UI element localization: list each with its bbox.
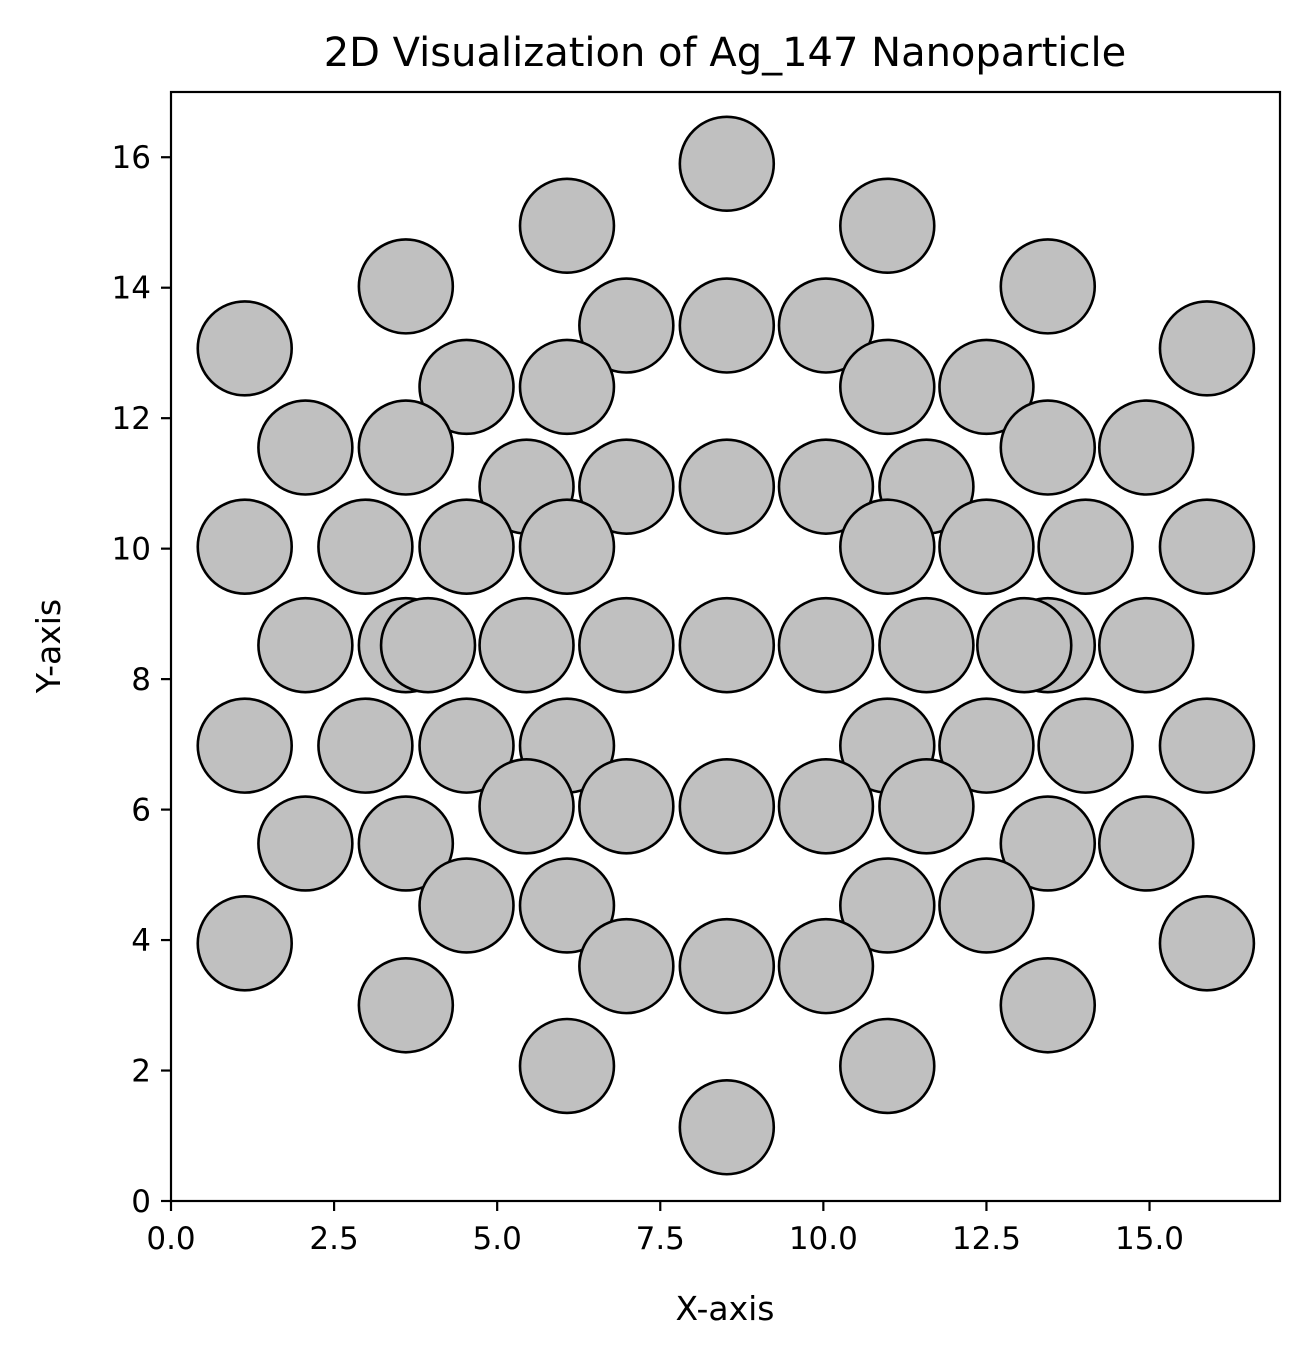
atom-marker	[1158, 697, 1256, 794]
atom-marker	[1158, 498, 1256, 595]
atom-marker	[357, 795, 455, 892]
y-tick-label: 2	[131, 1054, 151, 1090]
atom-marker	[678, 917, 776, 1015]
atom-marker	[938, 857, 1035, 954]
atom-marker	[578, 917, 675, 1015]
atom-marker	[478, 596, 575, 694]
atom-marker	[678, 438, 776, 535]
atom-marker	[1158, 895, 1256, 992]
y-tick-label: 14	[112, 271, 151, 307]
x-axis-label: X-axis	[676, 1289, 775, 1328]
x-axis: 0.0 2.5 5.0 7.5 10.0 12.5 15.0	[146, 1201, 1184, 1257]
atom-marker	[379, 596, 477, 694]
atom-marker	[777, 438, 875, 535]
atom-marker	[839, 857, 936, 954]
y-axis-label: Y-axis	[29, 599, 68, 694]
atom-marker	[999, 238, 1097, 335]
atom-marker	[1158, 300, 1256, 397]
atom-marker	[357, 399, 455, 496]
atom-marker	[196, 300, 293, 397]
atom-marker	[518, 1017, 616, 1115]
atom-marker	[839, 1017, 936, 1115]
atom-marker	[357, 957, 455, 1054]
atom-marker	[257, 795, 354, 892]
y-tick-label: 10	[112, 532, 151, 568]
atom-marker	[196, 498, 293, 595]
atom-marker	[578, 596, 675, 694]
atom-marker	[578, 277, 675, 374]
y-tick-label: 12	[112, 401, 151, 437]
x-tick-label: 5.0	[473, 1221, 522, 1257]
atom-marker	[478, 758, 575, 855]
x-tick-label: 12.5	[952, 1221, 1021, 1257]
atom-marker	[518, 177, 616, 275]
y-tick-label: 8	[131, 662, 151, 698]
atom-marker	[518, 338, 616, 436]
atom-marker	[418, 857, 515, 954]
atom-marker	[317, 498, 414, 595]
atom-marker	[839, 338, 936, 436]
atom-marker	[839, 177, 936, 275]
atom-marker	[1097, 795, 1195, 892]
atom-marker	[999, 399, 1097, 496]
x-tick-label: 2.5	[309, 1221, 358, 1257]
atom-marker	[777, 596, 875, 694]
atom-marker	[938, 338, 1035, 436]
atom-marker	[418, 338, 515, 436]
atom-marker	[357, 238, 455, 335]
atom-marker	[839, 498, 936, 595]
atom-marker	[317, 697, 414, 794]
atom-marker	[578, 438, 675, 535]
atom-marker	[777, 277, 875, 374]
plot-frame	[169, 90, 1282, 1203]
atom-marker	[976, 596, 1073, 694]
atom-marker	[678, 277, 776, 374]
atom-marker	[777, 758, 875, 855]
x-tick-label: 15.0	[1115, 1221, 1184, 1257]
atom-marker	[196, 697, 293, 794]
x-tick-label: 7.5	[636, 1221, 685, 1257]
atom-marker	[257, 399, 354, 496]
atom-marker	[1037, 697, 1134, 794]
atom-marker	[938, 697, 1035, 794]
atoms-layer	[196, 115, 1256, 1176]
atom-marker	[518, 498, 616, 595]
x-tick-label: 10.0	[789, 1221, 858, 1257]
atom-marker	[938, 498, 1035, 595]
atom-marker	[418, 697, 515, 794]
y-tick-label: 16	[112, 140, 151, 176]
atom-marker	[678, 1079, 776, 1176]
atom-marker	[678, 115, 776, 213]
atom-marker	[1037, 498, 1134, 595]
atom-marker	[777, 917, 875, 1015]
y-tick-label: 4	[131, 923, 151, 959]
atom-marker	[1097, 596, 1195, 694]
atom-marker	[418, 498, 515, 595]
x-tick-label: 0.0	[146, 1221, 195, 1257]
atom-marker	[578, 758, 675, 855]
atom-marker	[196, 895, 293, 992]
atom-marker	[518, 857, 616, 954]
y-axis: 0 2 4 6 8 10 12 14 16	[112, 140, 171, 1220]
atom-marker	[999, 957, 1097, 1054]
atom-marker	[678, 596, 776, 694]
atom-marker	[1097, 399, 1195, 496]
atom-marker	[678, 758, 776, 855]
atom-marker	[999, 795, 1097, 892]
atom-marker	[257, 596, 354, 694]
atom-marker	[878, 758, 975, 855]
y-tick-label: 6	[131, 793, 151, 829]
y-tick-label: 0	[131, 1184, 151, 1220]
atom-marker	[878, 596, 975, 694]
chart-title: 2D Visualization of Ag_147 Nanoparticle	[324, 30, 1127, 76]
